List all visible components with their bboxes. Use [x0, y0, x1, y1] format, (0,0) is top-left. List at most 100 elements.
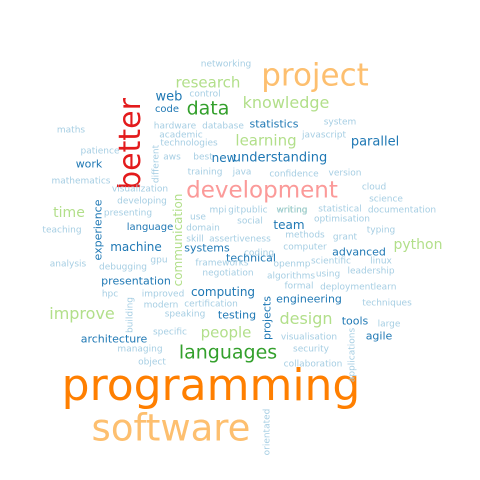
- word-javascript: javascript: [302, 130, 346, 141]
- word-advanced: advanced: [332, 245, 386, 259]
- word-formal: formal: [284, 281, 314, 292]
- word-communication: communication: [171, 193, 185, 287]
- word-visualization: visualization: [111, 184, 169, 195]
- word-git: git: [228, 205, 240, 216]
- word-database: database: [202, 121, 244, 132]
- word-project: project: [261, 57, 369, 94]
- word-systems: systems: [184, 241, 230, 255]
- word-presentation: presentation: [101, 274, 171, 288]
- word-experience: experience: [91, 199, 105, 261]
- word-debugging: debugging: [98, 262, 148, 273]
- word-machine: machine: [110, 240, 162, 254]
- word-large: large: [377, 319, 401, 330]
- word-teaching: teaching: [42, 225, 82, 236]
- word-building: building: [125, 296, 136, 334]
- word-version: version: [328, 168, 362, 179]
- word-patience: patience: [80, 146, 120, 157]
- word-system: system: [323, 117, 357, 128]
- word-collaboration: collaboration: [283, 359, 343, 370]
- word-testing: testing: [217, 308, 257, 322]
- word-agile: agile: [365, 329, 393, 343]
- word-gpu: gpu: [150, 255, 168, 266]
- word-object: object: [138, 357, 166, 368]
- word-web: web: [155, 89, 183, 105]
- word-public: public: [240, 205, 268, 216]
- word-documentation: documentation: [367, 205, 437, 216]
- word-presenting: presenting: [103, 208, 153, 219]
- word-deployment: deployment: [320, 282, 374, 293]
- word-new: new: [211, 151, 237, 165]
- word-understanding: understanding: [232, 150, 328, 166]
- word-coding: coding: [243, 248, 275, 259]
- word-scientific: scientific: [310, 256, 352, 267]
- word-java: java: [232, 167, 252, 178]
- word-time: time: [53, 205, 85, 221]
- word-techniques: techniques: [362, 298, 412, 309]
- word-people: people: [200, 323, 252, 342]
- word-maths: maths: [56, 125, 86, 136]
- word-team: team: [273, 218, 305, 232]
- word-engineering: engineering: [276, 292, 342, 306]
- word-domain: domain: [186, 223, 220, 234]
- word-projects: projects: [260, 296, 274, 340]
- word-grant: grant: [332, 232, 358, 243]
- word-analysis: analysis: [49, 259, 87, 270]
- word-networking: networking: [200, 59, 252, 70]
- word-knowledge: knowledge: [242, 93, 330, 112]
- word-speaking: speaking: [164, 309, 206, 320]
- word-science: science: [369, 194, 403, 205]
- word-design: design: [279, 309, 333, 328]
- word-hardware: hardware: [153, 121, 197, 132]
- word-applications: applications: [347, 327, 358, 383]
- word-mpi: mpi: [209, 205, 227, 216]
- word-architecture: architecture: [80, 332, 148, 346]
- word-skill: skill: [186, 234, 204, 245]
- word-mathematics: mathematics: [51, 176, 111, 187]
- word-technical: technical: [226, 251, 276, 265]
- word-use: use: [190, 212, 206, 223]
- word-optimisation: optimisation: [314, 214, 370, 225]
- word-frameworks: frameworks: [195, 258, 249, 269]
- word-modern: modern: [143, 300, 179, 311]
- word-parallel: parallel: [350, 134, 400, 150]
- word-algorithms: algorithms: [266, 271, 316, 282]
- word-data: data: [186, 97, 230, 120]
- word-improve: improve: [49, 304, 115, 323]
- word-typing: typing: [366, 225, 396, 236]
- word-languages: languages: [178, 341, 278, 364]
- word-certification: certification: [184, 299, 238, 310]
- word-statistical: statistical: [318, 204, 362, 215]
- word-negotiation: negotiation: [202, 268, 254, 279]
- word-tools: tools: [341, 314, 369, 328]
- word-code: code: [154, 104, 180, 115]
- word-writing: writing: [276, 205, 308, 216]
- word-software: software: [91, 406, 251, 450]
- word-managing: managing: [117, 344, 163, 355]
- word-language: language: [126, 222, 174, 233]
- word-better: better: [113, 98, 148, 190]
- word-hpc: hpc: [101, 289, 119, 300]
- word-technologies: technologies: [160, 138, 218, 149]
- word-python: python: [393, 237, 443, 253]
- word-linux: linux: [370, 256, 392, 267]
- word-aws: aws: [163, 152, 181, 163]
- word-visualisation: visualisation: [280, 332, 338, 343]
- word-learn: learn: [373, 282, 397, 293]
- word-orientated: orientated: [262, 408, 273, 456]
- word-social: social: [237, 216, 263, 227]
- word-improved: improved: [141, 289, 185, 300]
- word-computing: computing: [190, 285, 256, 299]
- word-leadership: leadership: [347, 266, 395, 277]
- word-control: control: [189, 89, 221, 100]
- word-writing: writing: [276, 205, 308, 216]
- word-methods: methods: [285, 230, 325, 241]
- word-using: using: [315, 269, 341, 280]
- word-programming: programming: [61, 360, 361, 411]
- word-different: different: [151, 144, 162, 184]
- word-training: training: [187, 167, 223, 178]
- word-security: security: [293, 344, 329, 355]
- word-work: work: [75, 157, 103, 171]
- word-statistics: statistics: [249, 117, 299, 131]
- word-cloud: cloud: [361, 182, 387, 193]
